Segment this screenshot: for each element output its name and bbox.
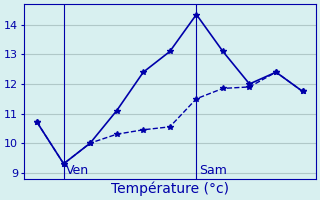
- Text: Ven: Ven: [66, 164, 90, 177]
- Text: Sam: Sam: [199, 164, 227, 177]
- X-axis label: Température (°c): Température (°c): [111, 181, 229, 196]
